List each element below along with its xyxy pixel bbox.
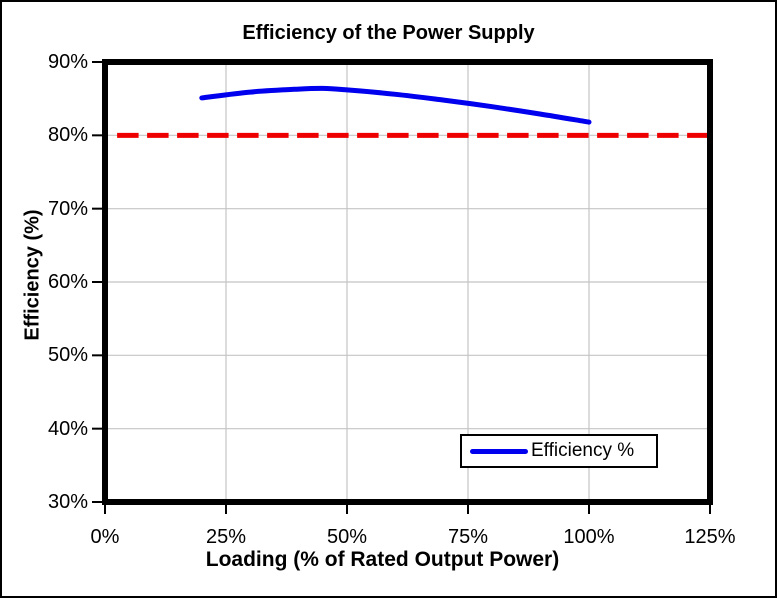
legend: Efficiency % — [460, 434, 658, 468]
x-axis-title: Loading (% of Rated Output Power) — [205, 548, 560, 571]
legend-line-swatch — [470, 448, 528, 454]
chart-title: Efficiency of the Power Supply — [242, 22, 535, 44]
plot-frame — [102, 59, 713, 505]
efficiency-curve — [199, 85, 592, 125]
y-axis-title: Efficiency (%) — [21, 209, 44, 341]
legend-label: Efficiency % — [531, 440, 635, 461]
